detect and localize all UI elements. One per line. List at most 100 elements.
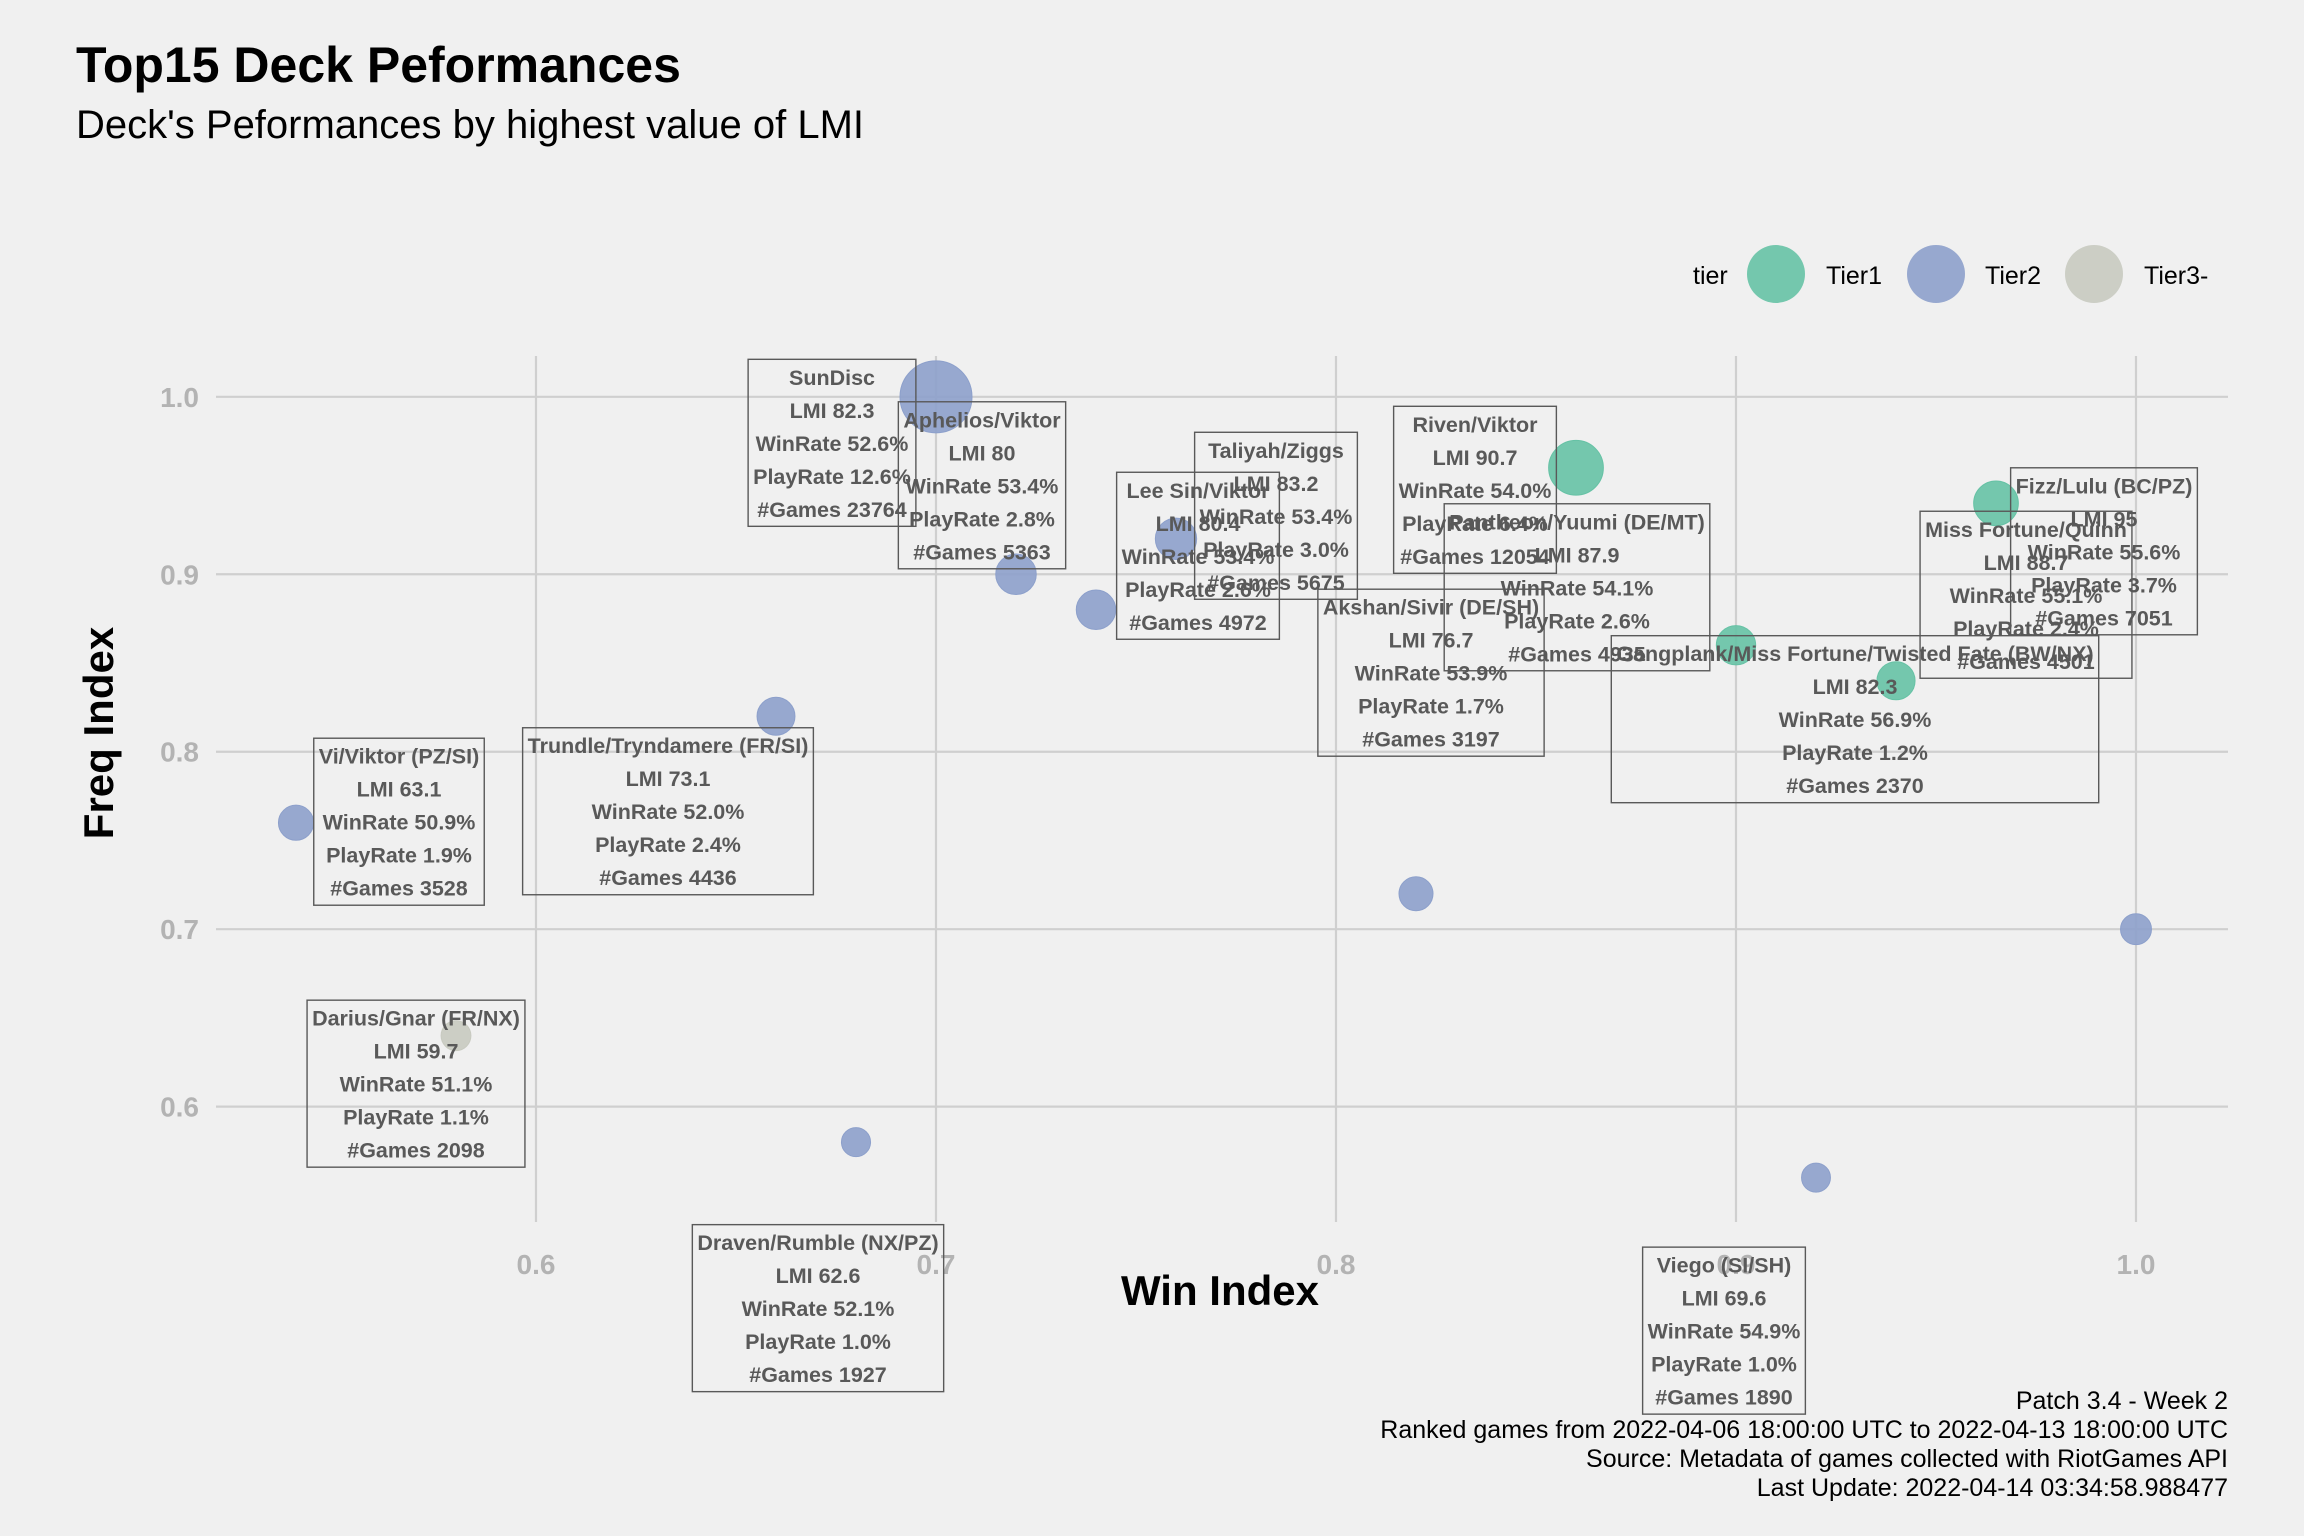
chart-subtitle: Deck's Peformances by highest value of L… <box>76 103 864 147</box>
label-box <box>1317 588 1545 757</box>
label-playrate: PlayRate 6.4% <box>1402 512 1548 536</box>
label-winrate: WinRate 55.1% <box>1950 584 2103 608</box>
point-trundle-tryndamere-fr-si <box>756 696 796 736</box>
label-box <box>1392 405 1558 574</box>
label-box <box>897 401 1067 570</box>
legend: tier Tier1 Tier2 Tier3- <box>1693 245 2208 303</box>
label-deck: Riven/Viktor <box>1412 413 1538 437</box>
data-points <box>277 360 2152 1193</box>
caption-line-3: Source: Metadata of games collected with… <box>1586 1445 2228 1473</box>
x-axis-ticks: 0.6 0.7 0.8 0.9 1.0 <box>517 1249 2156 1280</box>
label-miss-fortune-quinn: Miss Fortune/Quinn LMI 88.7 WinRate 55.1% P… <box>1919 510 2133 679</box>
label-lmi: LMI 82.3 <box>1813 675 1898 699</box>
x-tick-label: 0.7 <box>917 1249 956 1280</box>
label-lmi: LMI 88.7 <box>1984 551 2069 575</box>
label-box <box>747 358 917 528</box>
label-games: #Games 23764 <box>757 498 906 522</box>
label-lmi: LMI 80.4 <box>1156 512 1241 536</box>
label-playrate: PlayRate 1.0% <box>745 1330 891 1354</box>
x-axis-title: Win Index <box>1121 1267 1320 1314</box>
legend-key-tier3 <box>2065 245 2123 303</box>
label-winrate: WinRate 53.4% <box>1200 505 1353 529</box>
legend-label-tier1: Tier1 <box>1826 262 1882 290</box>
point-lee-sin-viktor <box>1075 589 1117 630</box>
point-sundisc <box>899 360 973 434</box>
label-riven-viktor: Riven/Viktor LMI 90.7 WinRate 54.0% PlayRat… <box>1392 405 1558 574</box>
label-taliyah-ziggs: Taliyah/Ziggs LMI 83.2 WinRate 53.4% PlayRa… <box>1193 431 1359 600</box>
label-deck: Miss Fortune/Quinn <box>1925 518 2127 542</box>
label-playrate: PlayRate 1.9% <box>326 844 472 868</box>
caption-line-1: Patch 3.4 - Week 2 <box>2016 1387 2228 1415</box>
label-lmi: LMI 87.9 <box>1535 543 1620 567</box>
label-vi-viktor-pz-si: Vi/Viktor (PZ/SI) LMI 63.1 WinRate 50.9% Pl… <box>313 737 485 906</box>
label-deck: Pantheon/Yuumi (DE/MT) <box>1449 510 1705 534</box>
label-games: #Games 4436 <box>599 866 737 890</box>
label-playrate: PlayRate 2.8% <box>909 507 1055 531</box>
label-box <box>2009 467 2199 636</box>
label-games: #Games 4972 <box>1129 611 1267 635</box>
legend-label-tier2: Tier2 <box>1985 262 2041 290</box>
point-gangplank-miss-fortune-twisted-fate-bw-nx <box>2120 913 2152 946</box>
label-darius-gnar-fr-nx: Darius/Gnar (FR/NX) LMI 59.7 WinRate 51.1%… <box>306 999 526 1168</box>
point-fizz-lulu-bc-pz <box>1973 480 2019 527</box>
y-axis-ticks: 0.6 0.7 0.8 0.9 1.0 <box>160 382 199 1123</box>
label-winrate: WinRate 54.0% <box>1399 479 1552 503</box>
label-games: #Games 4935 <box>1508 642 1646 666</box>
y-tick-label: 0.8 <box>160 737 199 768</box>
label-playrate: PlayRate 1.1% <box>343 1106 489 1130</box>
point-miss-fortune-quinn <box>1876 661 1916 701</box>
label-winrate: WinRate 56.9% <box>1779 708 1932 732</box>
label-games: #Games 12054 <box>1400 545 1549 569</box>
label-playrate: PlayRate 1.0% <box>1651 1353 1797 1377</box>
label-playrate: PlayRate 2.6% <box>1125 578 1271 602</box>
label-lee-sin-viktor: Lee Sin/Viktor LMI 80.4 WinRate 53.4% PlayR… <box>1115 471 1281 640</box>
label-lmi: LMI 63.1 <box>357 778 442 802</box>
label-deck: Fizz/Lulu (BC/PZ) <box>2016 474 2193 498</box>
label-playrate: PlayRate 2.4% <box>1953 617 2099 641</box>
legend-title: tier <box>1693 262 1728 290</box>
label-games: #Games 4501 <box>1957 650 2095 674</box>
x-tick-label: 0.6 <box>517 1249 556 1280</box>
caption-line-2: Ranked games from 2022-04-06 18:00:00 UT… <box>1380 1416 2228 1444</box>
label-playrate: PlayRate 3.7% <box>2031 573 2177 597</box>
y-tick-label: 1.0 <box>160 382 199 413</box>
legend-label-tier3: Tier3- <box>2144 262 2208 290</box>
label-winrate: WinRate 53.4% <box>906 474 1059 498</box>
label-lmi: LMI 69.6 <box>1682 1287 1767 1311</box>
label-playrate: PlayRate 3.0% <box>1203 538 1349 562</box>
y-tick-label: 0.6 <box>160 1092 199 1123</box>
label-games: #Games 3197 <box>1362 728 1500 752</box>
x-tick-label: 1.0 <box>2117 1249 2156 1280</box>
y-tick-label: 0.7 <box>160 914 199 945</box>
label-deck: Trundle/Tryndamere (FR/SI) <box>528 734 809 758</box>
label-lmi: LMI 82.3 <box>790 399 875 423</box>
point-aphelios-viktor <box>995 553 1037 596</box>
label-deck: Viego (SI/SH) <box>1657 1254 1792 1278</box>
label-lmi: LMI 90.7 <box>1433 446 1518 470</box>
label-winrate: WinRate 54.1% <box>1501 576 1654 600</box>
label-box <box>1193 431 1359 600</box>
label-winrate: WinRate 53.9% <box>1355 662 1508 686</box>
label-deck: Aphelios/Viktor <box>903 408 1061 432</box>
label-box <box>313 737 485 906</box>
label-lmi: LMI 62.6 <box>776 1264 861 1288</box>
label-games: #Games 7051 <box>2035 606 2173 630</box>
x-tick-label: 0.9 <box>1717 1249 1756 1280</box>
point-riven-viktor <box>1548 439 1604 496</box>
label-deck: SunDisc <box>789 366 875 390</box>
label-trundle-tryndamere-fr-si: Trundle/Tryndamere (FR/SI) LMI 73.1 WinRat… <box>521 727 815 896</box>
legend-key-tier2 <box>1907 245 1965 303</box>
label-box <box>691 1223 945 1393</box>
label-games: #Games 2370 <box>1786 774 1924 798</box>
label-deck: Gangplank/Miss Fortune/Twisted Fate (BW/… <box>1616 642 2093 666</box>
label-box <box>306 999 526 1168</box>
y-tick-label: 0.9 <box>160 559 199 590</box>
label-winrate: WinRate 52.0% <box>592 800 745 824</box>
label-draven-rumble-nx-pz: Draven/Rumble (NX/PZ) LMI 62.6 WinRate 52.… <box>691 1223 945 1393</box>
label-akshan-sivir-de-sh: Akshan/Sivir (DE/SH) LMI 76.7 WinRate 53.9… <box>1317 588 1545 757</box>
label-games: #Games 1927 <box>749 1363 887 1387</box>
point-vi-viktor-pz-si <box>277 804 315 841</box>
label-winrate: WinRate 53.4% <box>1122 545 1275 569</box>
